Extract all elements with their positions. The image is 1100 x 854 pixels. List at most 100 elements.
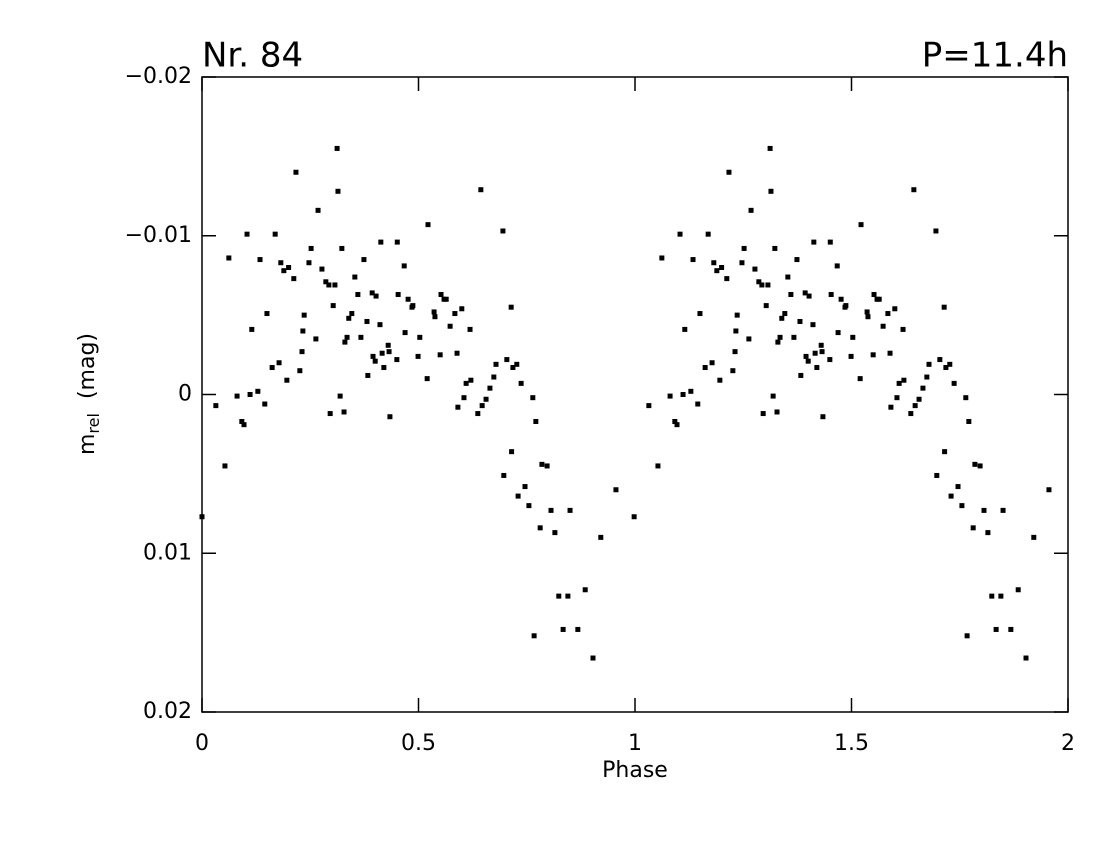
data-point — [244, 231, 250, 237]
data-point — [370, 353, 376, 359]
data-point — [667, 393, 673, 399]
data-point — [688, 388, 694, 394]
data-point — [379, 350, 385, 356]
data-point — [377, 322, 383, 328]
data-point — [341, 409, 347, 415]
data-point — [963, 395, 969, 401]
data-point — [410, 303, 416, 309]
data-point — [355, 291, 361, 297]
data-point — [772, 245, 778, 251]
data-point — [257, 257, 263, 263]
data-point — [533, 418, 539, 424]
data-point — [378, 239, 384, 245]
data-point — [249, 326, 255, 332]
data-point — [590, 655, 596, 661]
data-point — [834, 263, 840, 269]
data-point — [438, 291, 444, 297]
data-point — [659, 255, 665, 261]
data-point — [746, 336, 752, 342]
data-point — [239, 418, 245, 424]
x-axis-label: Phase — [602, 758, 668, 783]
data-point — [752, 266, 758, 272]
data-point — [364, 318, 370, 324]
data-point — [732, 349, 738, 355]
data-point — [386, 349, 392, 355]
data-point — [805, 358, 811, 364]
y-tick-label: 0 — [178, 382, 192, 407]
data-point — [848, 353, 854, 359]
data-point — [719, 265, 725, 270]
plot-frame — [201, 76, 1069, 713]
data-point — [518, 380, 524, 386]
data-point — [330, 303, 336, 309]
data-point — [415, 353, 421, 359]
data-point — [222, 463, 228, 469]
data-point — [888, 404, 894, 410]
data-point — [530, 395, 536, 401]
data-point — [827, 239, 833, 245]
data-point — [933, 228, 939, 234]
data-point — [765, 282, 771, 288]
data-point — [301, 312, 307, 318]
data-point — [711, 260, 717, 266]
data-point — [880, 323, 886, 329]
data-point — [827, 357, 833, 363]
x-tick-label: 1 — [628, 731, 642, 756]
data-point — [478, 187, 484, 193]
data-point — [515, 493, 521, 499]
data-point — [887, 350, 893, 356]
data-point — [299, 349, 305, 355]
data-point — [385, 342, 391, 348]
data-point — [369, 290, 375, 296]
data-point — [504, 357, 510, 363]
data-point — [697, 311, 703, 317]
data-point — [213, 403, 219, 409]
data-point — [479, 403, 485, 409]
data-point — [993, 626, 999, 632]
data-point — [381, 365, 387, 371]
data-point — [798, 372, 804, 378]
data-point — [924, 374, 930, 380]
data-point — [463, 380, 469, 386]
data-point — [565, 593, 571, 599]
data-point — [272, 231, 278, 237]
data-point — [901, 377, 907, 383]
y-tick-label: 0.01 — [143, 540, 192, 565]
data-point — [334, 145, 340, 151]
data-point — [695, 401, 701, 407]
data-point — [785, 274, 791, 280]
data-point — [943, 365, 949, 371]
data-point — [425, 222, 431, 228]
data-point — [835, 330, 841, 336]
data-point — [500, 228, 506, 234]
data-point — [724, 276, 730, 282]
data-point — [297, 368, 303, 374]
data-point — [977, 463, 983, 469]
data-point — [447, 323, 453, 329]
data-point — [702, 365, 708, 371]
data-point — [998, 593, 1004, 599]
data-point — [788, 291, 794, 297]
data-point — [759, 282, 765, 288]
data-point — [487, 385, 493, 391]
data-point — [791, 334, 797, 340]
data-point — [966, 418, 972, 424]
data-point — [941, 304, 947, 310]
data-point — [885, 311, 891, 317]
data-point — [226, 255, 232, 261]
x-tick-label: 0.5 — [401, 731, 436, 756]
data-point — [655, 463, 661, 469]
x-tick-label: 2 — [1061, 731, 1075, 756]
data-point — [526, 503, 532, 509]
data-point — [349, 311, 355, 317]
data-point — [387, 414, 393, 420]
data-point — [278, 260, 284, 266]
data-point — [241, 422, 247, 428]
data-point — [870, 352, 876, 358]
data-point — [1015, 587, 1021, 593]
data-point — [339, 245, 345, 251]
data-point — [819, 349, 825, 355]
data-point — [871, 291, 877, 297]
x-tick-label: 1.5 — [834, 731, 869, 756]
data-point — [777, 334, 783, 340]
